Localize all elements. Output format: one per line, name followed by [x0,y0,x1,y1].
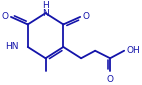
Text: HN: HN [5,42,18,52]
Text: O: O [83,12,90,21]
Text: O: O [107,75,114,84]
Text: O: O [1,12,8,21]
Text: OH: OH [127,46,141,55]
Text: H: H [42,1,49,10]
Text: N: N [42,9,49,18]
